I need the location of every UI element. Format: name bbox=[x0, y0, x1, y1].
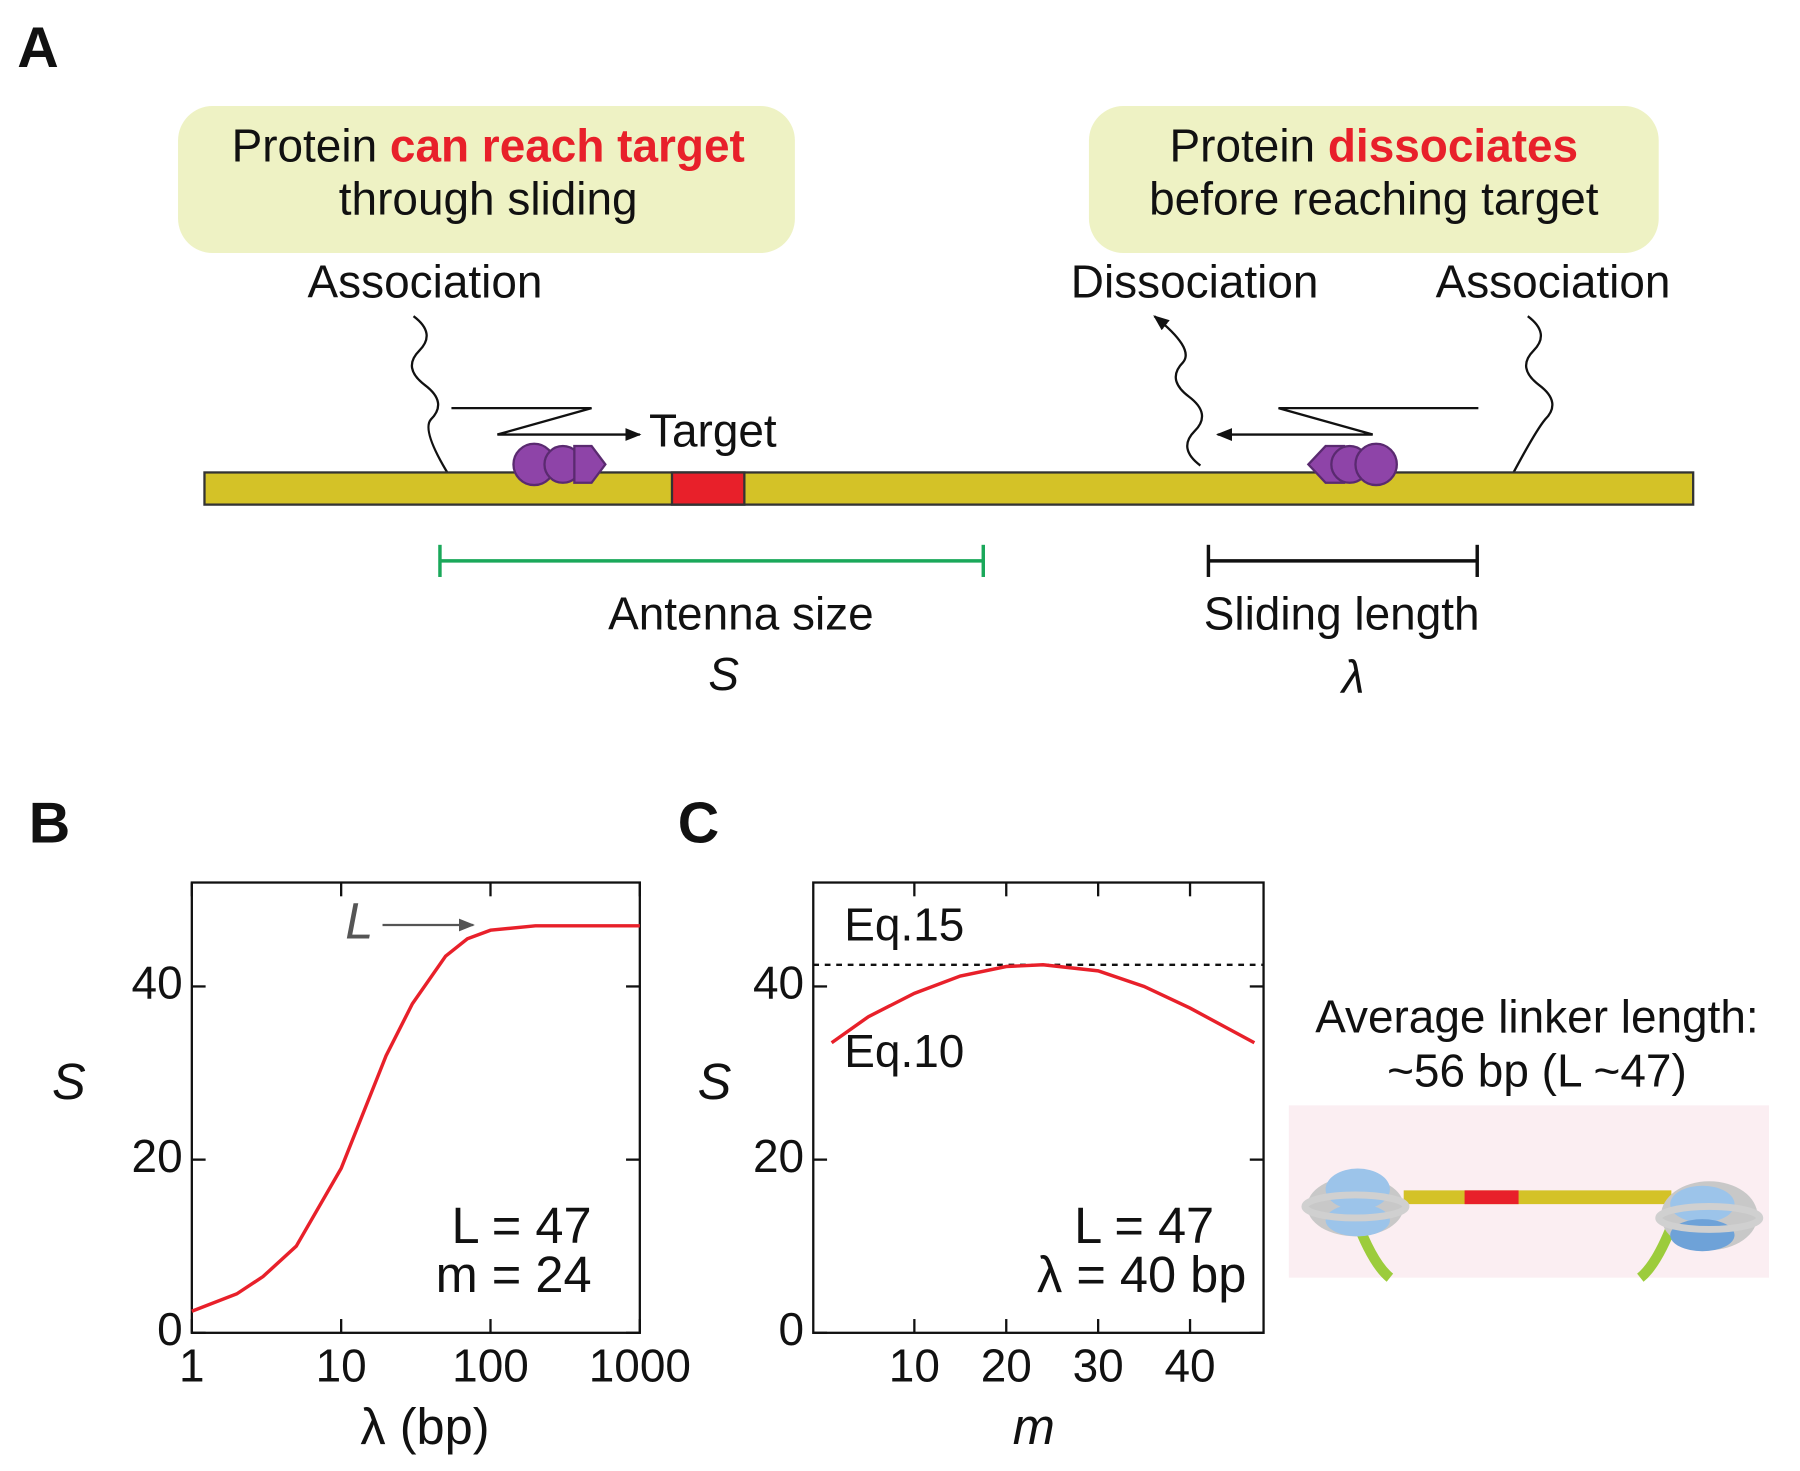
reference-label: Eq.15 bbox=[844, 899, 964, 951]
symbol: λ bbox=[1339, 651, 1365, 703]
callout-highlight: dissociates bbox=[1328, 120, 1578, 172]
panel-label: B bbox=[29, 792, 70, 856]
data-line bbox=[830, 963, 1256, 1045]
label: Target bbox=[649, 405, 777, 457]
note-text: ~56 bp (L ~47) bbox=[1387, 1045, 1687, 1097]
note-text: Average linker length: bbox=[1315, 991, 1759, 1043]
label: Sliding length bbox=[1204, 587, 1480, 639]
series-label: Eq.10 bbox=[844, 1025, 964, 1077]
callout-text: Protein bbox=[232, 120, 378, 172]
callout-highlight: can reach target bbox=[390, 120, 745, 172]
symbol: S bbox=[708, 648, 739, 700]
x-tick-label: 40 bbox=[1164, 1340, 1215, 1392]
sliding-arrow bbox=[1216, 406, 1479, 441]
association-arrow bbox=[1498, 315, 1554, 502]
panel-label: A bbox=[17, 16, 58, 80]
callout-text: Protein bbox=[1170, 120, 1316, 172]
plot-frame bbox=[190, 881, 641, 1334]
annotation: L = 47 bbox=[452, 1197, 592, 1254]
dissociation-arrow bbox=[1153, 315, 1204, 467]
dna bbox=[203, 471, 1695, 506]
target-site bbox=[670, 471, 746, 506]
x-tick-label: 30 bbox=[1073, 1340, 1124, 1392]
y-axis-label: S bbox=[52, 1053, 86, 1110]
annotation: L = 47 bbox=[1074, 1197, 1214, 1254]
arrow-label: L bbox=[345, 892, 373, 949]
y-tick-label: 40 bbox=[132, 957, 183, 1009]
x-axis-label: m bbox=[1013, 1398, 1055, 1455]
protein bbox=[512, 442, 607, 487]
x-tick-label: 10 bbox=[889, 1340, 940, 1392]
antenna-bracket bbox=[438, 544, 986, 577]
y-axis-label: S bbox=[698, 1053, 732, 1110]
y-tick-label: 0 bbox=[779, 1303, 805, 1355]
protein bbox=[1306, 442, 1398, 487]
label: Association bbox=[1436, 255, 1671, 307]
x-tick-label: 1 bbox=[179, 1340, 205, 1392]
plot-frame bbox=[812, 881, 1265, 1334]
callout-text: before reaching target bbox=[1149, 173, 1599, 225]
x-tick-label: 100 bbox=[452, 1340, 529, 1392]
label: Antenna size bbox=[608, 587, 874, 639]
panel-label: C bbox=[678, 792, 719, 856]
callout-box bbox=[1088, 106, 1659, 254]
callout-text: Protein can reach target bbox=[232, 120, 745, 172]
callout-text: Protein dissociates bbox=[1170, 120, 1579, 172]
label: Association bbox=[308, 255, 543, 307]
sliding-arrow bbox=[451, 406, 642, 441]
nucleosome-illustration bbox=[1301, 1168, 1764, 1282]
x-tick-label: 1000 bbox=[589, 1340, 691, 1392]
y-tick-label: 20 bbox=[132, 1130, 183, 1182]
y-tick-label: 20 bbox=[753, 1130, 804, 1182]
annotation: m = 24 bbox=[436, 1246, 592, 1303]
x-tick-label: 10 bbox=[316, 1340, 367, 1392]
x-axis-label: λ (bp) bbox=[360, 1398, 489, 1455]
callout-box bbox=[178, 106, 795, 254]
label: Dissociation bbox=[1071, 255, 1319, 307]
data-line bbox=[191, 924, 640, 1313]
association-arrow bbox=[410, 315, 467, 502]
x-tick-label: 20 bbox=[981, 1340, 1032, 1392]
callout-text: through sliding bbox=[339, 173, 638, 225]
annotation: λ = 40 bp bbox=[1037, 1246, 1246, 1303]
y-tick-label: 40 bbox=[753, 957, 804, 1009]
y-tick-label: 0 bbox=[157, 1303, 183, 1355]
sliding-bracket bbox=[1206, 544, 1479, 577]
